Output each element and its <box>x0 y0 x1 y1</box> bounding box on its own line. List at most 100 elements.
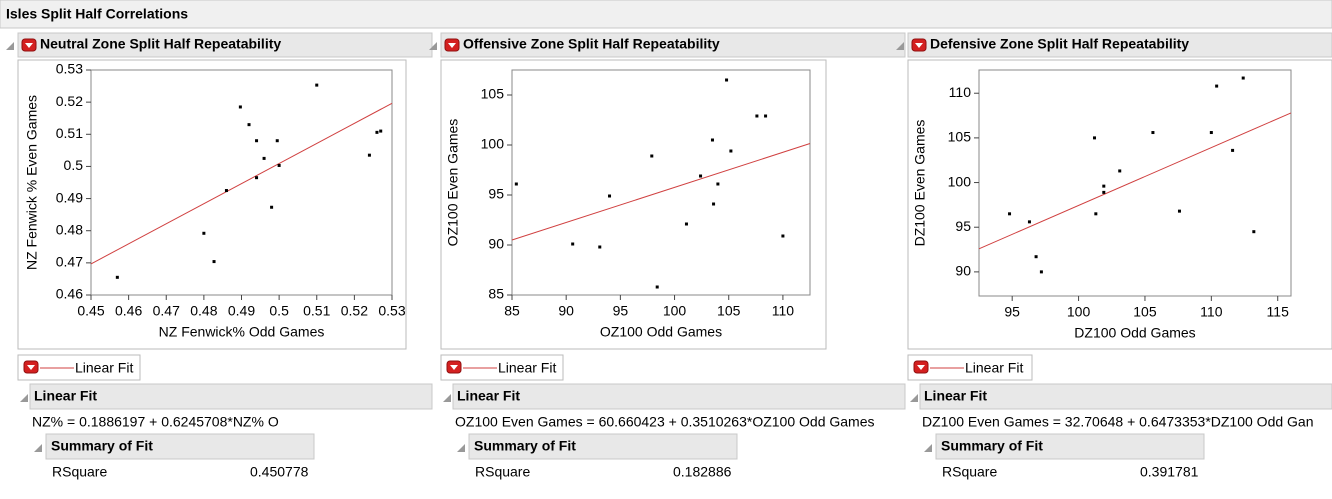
plot-frame <box>90 69 393 296</box>
y-tick-label: 100 <box>481 136 505 152</box>
point <box>598 245 602 249</box>
point <box>1027 220 1031 224</box>
collapse-icon[interactable] <box>443 394 451 402</box>
rsquare-label: RSquare <box>942 464 997 480</box>
panel-title: Offensive Zone Split Half Repeatability <box>463 36 720 52</box>
legend-label: Linear Fit <box>498 360 556 376</box>
point <box>1008 212 1012 216</box>
collapse-icon[interactable] <box>924 444 932 452</box>
summary-header <box>45 433 315 460</box>
collapse-icon[interactable] <box>429 42 437 50</box>
collapse-icon[interactable] <box>20 394 28 402</box>
point <box>1093 136 1097 140</box>
point <box>224 189 228 193</box>
rsquare-value: 0.391781 <box>1140 464 1199 480</box>
summary-title: Summary of Fit <box>941 438 1043 454</box>
collapse-icon[interactable] <box>896 42 904 50</box>
point <box>1151 131 1155 135</box>
y-tick-label: 105 <box>481 86 505 102</box>
x-tick-label: 105 <box>717 303 741 319</box>
point <box>1252 230 1256 234</box>
report-header <box>29 383 433 410</box>
plot-frame <box>978 69 1292 297</box>
x-tick-label: 85 <box>504 303 520 319</box>
report-title: Linear Fit <box>457 388 520 404</box>
point <box>1118 169 1122 173</box>
point <box>710 138 714 142</box>
point <box>608 194 612 198</box>
point <box>238 105 242 109</box>
point <box>1039 270 1043 274</box>
report-title: Linear Fit <box>924 388 987 404</box>
x-tick-label: 95 <box>613 303 629 319</box>
collapse-icon[interactable] <box>34 444 42 452</box>
x-tick-label: 0.5 <box>269 303 289 319</box>
y-tick-label: 0.48 <box>56 221 83 237</box>
point <box>315 83 319 87</box>
report-header <box>452 383 906 410</box>
x-tick-label: 0.47 <box>153 303 180 319</box>
x-axis-title: DZ100 Odd Games <box>1074 325 1195 341</box>
window-title-bar <box>0 0 1332 29</box>
point <box>1102 190 1106 194</box>
point <box>755 114 759 118</box>
x-tick-label: 100 <box>663 303 687 319</box>
rsquare-label: RSquare <box>475 464 530 480</box>
point <box>716 182 720 186</box>
y-tick-label: 0.5 <box>64 157 84 173</box>
fit-equation: DZ100 Even Games = 32.70648 + 0.6473353*… <box>922 414 1314 430</box>
y-tick-label: 95 <box>488 186 504 202</box>
point <box>1102 184 1106 188</box>
menu-arrow <box>25 43 33 48</box>
y-tick-label: 85 <box>488 286 504 302</box>
window-title: Isles Split Half Correlations <box>6 6 188 22</box>
point <box>255 139 259 143</box>
point <box>262 156 266 160</box>
y-tick-label: 90 <box>955 263 971 279</box>
point <box>367 153 371 157</box>
point <box>684 222 688 226</box>
x-tick-label: 115 <box>1267 304 1290 320</box>
menu-arrow <box>448 43 456 48</box>
legend-label: Linear Fit <box>75 360 133 376</box>
menu-arrow <box>917 365 925 370</box>
summary-title: Summary of Fit <box>474 438 576 454</box>
point <box>275 139 279 143</box>
point <box>115 275 119 279</box>
y-tick-label: 0.51 <box>56 125 83 141</box>
fit-equation: OZ100 Even Games = 60.660423 + 0.3510263… <box>455 414 875 430</box>
rsquare-value: 0.450778 <box>250 464 309 480</box>
x-tick-label: 0.48 <box>190 303 217 319</box>
x-tick-label: 0.45 <box>77 303 104 319</box>
y-axis-title: NZ Fenwick % Even Games <box>24 95 40 270</box>
point <box>650 154 654 158</box>
y-tick-label: 110 <box>949 84 972 100</box>
collapse-icon[interactable] <box>910 394 918 402</box>
rsquare-value: 0.182886 <box>673 464 732 480</box>
point <box>655 285 659 289</box>
point <box>1241 76 1245 80</box>
y-tick-label: 90 <box>488 236 504 252</box>
point <box>764 114 768 118</box>
collapse-icon[interactable] <box>457 444 465 452</box>
x-axis-title: NZ Fenwick% Odd Games <box>159 324 325 340</box>
point <box>375 130 379 134</box>
point <box>712 202 716 206</box>
menu-arrow <box>27 365 35 370</box>
panel-header <box>17 32 433 58</box>
y-tick-label: 95 <box>955 218 971 234</box>
x-tick-label: 95 <box>1004 304 1020 320</box>
report-header <box>919 383 1332 410</box>
y-tick-label: 105 <box>948 129 972 145</box>
point <box>247 123 251 127</box>
x-tick-label: 0.51 <box>303 303 330 319</box>
collapse-icon[interactable] <box>6 42 14 50</box>
fit-line <box>978 112 1292 250</box>
x-tick-label: 110 <box>772 303 795 319</box>
x-tick-label: 100 <box>1067 304 1091 320</box>
point <box>1209 131 1213 135</box>
point <box>514 182 518 186</box>
rsquare-label: RSquare <box>52 464 107 480</box>
summary-header <box>935 433 1205 460</box>
